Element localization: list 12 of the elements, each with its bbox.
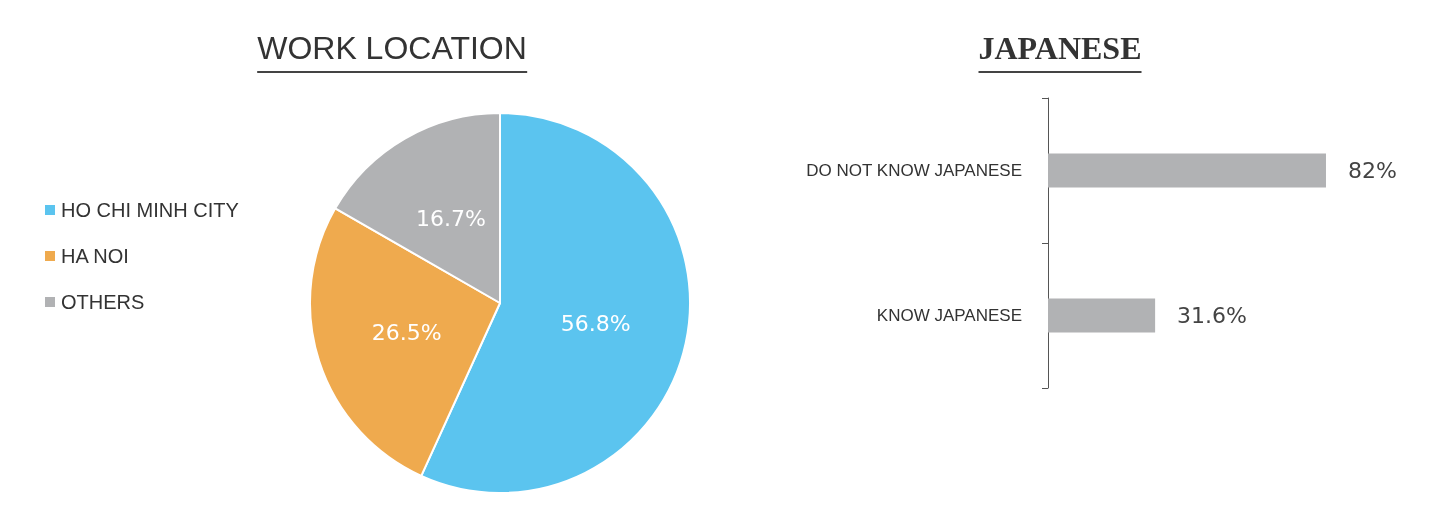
y-tick-label: DO NOT KNOW JAPANESE [806, 161, 1022, 180]
legend-label: OTHERS [61, 291, 145, 313]
legend-label: HO CHI MINH CITY [61, 199, 239, 221]
data-label: 82% [1347, 158, 1397, 183]
legend-label: HA NOI [61, 245, 129, 267]
data-label: 26.5% [371, 320, 442, 346]
data-label: 16.7% [415, 205, 486, 231]
chart-title: JAPANESE [978, 30, 1142, 73]
y-tick-label: KNOW JAPANESE [876, 306, 1022, 325]
data-label: 56.8% [560, 311, 631, 337]
chart-title: WORK LOCATION [257, 30, 527, 73]
data-label: 31.6% [1177, 303, 1248, 328]
